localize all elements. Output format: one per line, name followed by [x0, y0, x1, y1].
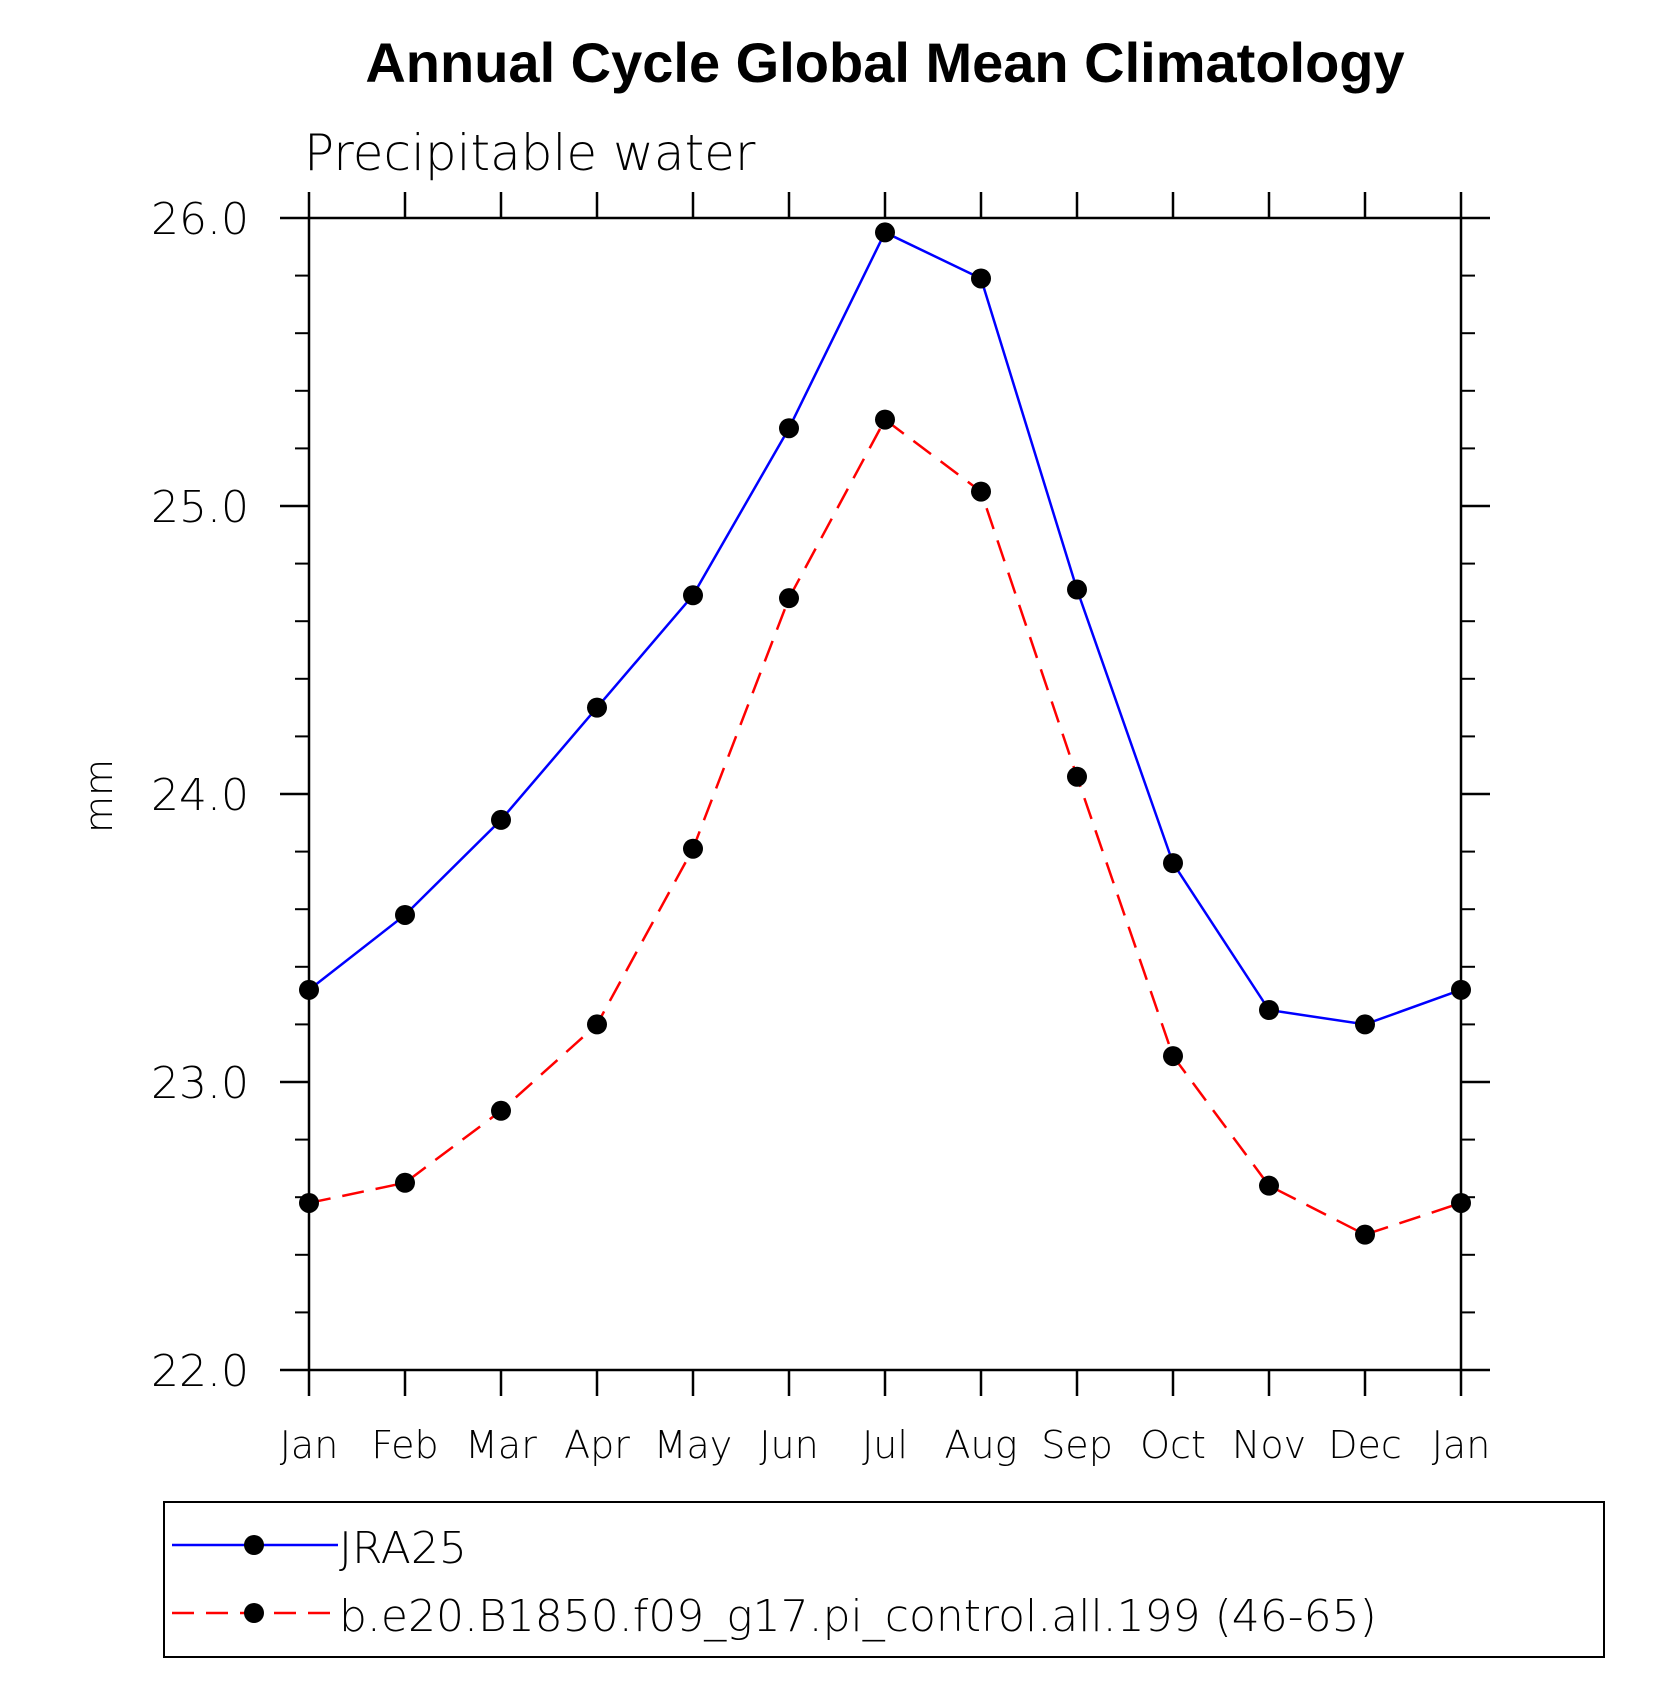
y-tick-label: 22.0	[151, 1346, 249, 1397]
data-point	[1451, 1192, 1471, 1213]
data-point	[779, 588, 799, 609]
x-tick-label: Jan	[1432, 1423, 1491, 1467]
legend: JRA25 b.e20.B1850.f09_g17.pi_control.all.…	[163, 1501, 1605, 1658]
legend-marker-2	[244, 1603, 264, 1623]
data-point	[1067, 766, 1087, 787]
series-line-1	[308, 230, 1462, 1026]
data-point	[587, 1014, 607, 1035]
data-point	[395, 904, 415, 925]
data-point	[491, 1100, 511, 1121]
data-point	[875, 409, 895, 430]
data-point	[299, 1192, 319, 1213]
legend-marker-1	[244, 1535, 264, 1555]
data-point	[1259, 1175, 1279, 1196]
y-axis-label: mm	[77, 759, 121, 833]
data-point	[395, 1172, 415, 1193]
chart-title: Annual Cycle Global Mean Climatology	[365, 31, 1404, 94]
plot-frame	[307, 216, 1463, 1372]
x-tick-label: Jul	[862, 1423, 908, 1467]
data-point	[491, 809, 511, 830]
series-layer	[299, 222, 1471, 1245]
chart-subtitle: Precipitable water	[304, 124, 756, 182]
data-point	[971, 268, 991, 289]
x-tick-label: Jun	[759, 1423, 818, 1467]
x-tick-label: Mar	[465, 1423, 537, 1467]
data-point	[779, 418, 799, 439]
data-point	[875, 222, 895, 243]
x-tick-label: May	[654, 1423, 733, 1467]
y-tick-label: 26.0	[151, 194, 249, 245]
x-tick-label: Aug	[945, 1423, 1018, 1467]
x-tick-label: Nov	[1232, 1423, 1306, 1467]
legend-box	[163, 1501, 1605, 1658]
x-tick-label: Jan	[280, 1423, 339, 1467]
x-tick-label: Sep	[1041, 1423, 1113, 1467]
data-point	[1355, 1224, 1375, 1245]
data-point	[1067, 579, 1087, 600]
legend-label-1: JRA25	[339, 1523, 467, 1574]
data-point	[683, 585, 703, 606]
data-point	[1355, 1014, 1375, 1035]
legend-label-2: b.e20.B1850.f09_g17.pi_control.all.199 (…	[339, 1591, 1377, 1642]
y-tick-label: 24.0	[151, 770, 249, 821]
data-point	[1259, 1000, 1279, 1020]
data-point	[1451, 979, 1471, 1000]
y-tick-label: 23.0	[151, 1058, 249, 1109]
series-line-2	[308, 417, 1462, 1236]
data-point	[587, 697, 607, 718]
data-point	[971, 481, 991, 502]
y-tick-label: 25.0	[151, 482, 249, 533]
data-point	[683, 838, 703, 859]
data-point	[1163, 853, 1183, 874]
axes: Jan Feb Mar Apr May Jun Jul Aug Sep Oct Nov Dec Jan 2…	[151, 192, 1490, 1467]
x-tick-label: Dec	[1328, 1423, 1402, 1467]
data-point	[299, 979, 319, 1000]
x-tick-label: Feb	[371, 1423, 438, 1467]
x-tick-label: Oct	[1140, 1423, 1206, 1467]
data-point	[1163, 1046, 1183, 1067]
x-tick-label: Apr	[564, 1423, 630, 1467]
